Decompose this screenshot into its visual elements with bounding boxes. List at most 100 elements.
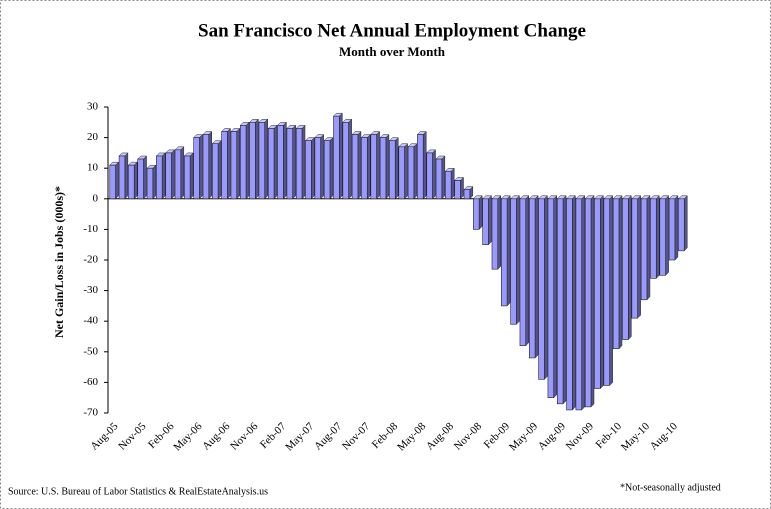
- bar: [547, 198, 555, 398]
- bar: [603, 198, 610, 386]
- bar-side: [311, 137, 315, 200]
- bar-side: [450, 167, 455, 200]
- bar-side: [376, 130, 380, 200]
- bar: [212, 143, 219, 200]
- bar-side: [171, 149, 175, 200]
- bar-side: [143, 155, 147, 200]
- bar-side: [264, 118, 268, 200]
- bar: [482, 198, 489, 246]
- y-tick-label: 30: [87, 101, 99, 113]
- bar: [417, 134, 424, 200]
- bar: [650, 198, 657, 279]
- bar: [351, 134, 359, 200]
- y-tick-label: -20: [83, 254, 98, 266]
- bar-side: [656, 195, 660, 279]
- bar: [165, 152, 172, 200]
- bar-side: [124, 152, 129, 200]
- bar-side: [422, 130, 427, 200]
- bar: [342, 122, 349, 200]
- y-tick-label: -50: [83, 345, 98, 357]
- bar-side: [339, 112, 343, 200]
- bar-side: [133, 161, 138, 200]
- bar-side: [516, 195, 520, 325]
- bar: [463, 189, 471, 200]
- bar-side: [562, 195, 567, 405]
- bar: [612, 198, 620, 350]
- bar: [277, 125, 284, 200]
- bar: [678, 198, 685, 252]
- bar-side: [301, 124, 306, 200]
- bar-side: [273, 124, 278, 200]
- bar-side: [357, 130, 362, 200]
- bar-side: [590, 195, 595, 408]
- bar: [286, 128, 293, 200]
- bar: [118, 155, 126, 200]
- bar-side: [553, 195, 557, 399]
- bar: [128, 164, 135, 200]
- bar-side: [609, 195, 613, 387]
- bar-side: [236, 127, 240, 200]
- source: Source: U.S. Bureau of Labor Statistics …: [8, 486, 268, 497]
- bar: [622, 198, 629, 340]
- bar: [184, 155, 191, 200]
- bar: [109, 164, 116, 200]
- bar: [305, 140, 312, 200]
- bar-side: [115, 161, 119, 200]
- y-tick-label: -70: [83, 407, 98, 419]
- bar-side: [460, 176, 464, 200]
- bar-side: [441, 155, 446, 200]
- bar: [640, 198, 648, 301]
- y-tick-label: -60: [83, 376, 98, 388]
- bar: [221, 131, 228, 200]
- bar: [146, 167, 154, 200]
- bar: [491, 198, 499, 270]
- bar: [426, 152, 433, 200]
- bar-side: [665, 195, 669, 276]
- bar-side: [217, 140, 222, 200]
- bar: [631, 198, 638, 319]
- bar: [473, 198, 480, 230]
- bar-side: [348, 118, 352, 200]
- bar-side: [180, 146, 185, 200]
- bar: [407, 146, 415, 200]
- bar: [333, 115, 340, 200]
- bar: [594, 198, 601, 389]
- bar: [584, 198, 592, 408]
- bar-side: [581, 195, 585, 411]
- bar-side: [367, 133, 371, 200]
- bar: [258, 122, 266, 200]
- bar-side: [152, 164, 157, 200]
- bar-side: [161, 152, 166, 200]
- bar: [445, 170, 452, 200]
- bar-side: [544, 195, 548, 380]
- bar-side: [525, 195, 529, 347]
- bar-side: [283, 121, 287, 200]
- bar-side: [385, 133, 390, 200]
- bar-side: [227, 127, 231, 200]
- bar: [174, 149, 182, 200]
- bar: [538, 198, 545, 380]
- bar: [323, 140, 331, 200]
- bar-side: [497, 195, 502, 270]
- bar: [156, 155, 163, 200]
- bar: [267, 128, 275, 200]
- bar: [575, 198, 582, 411]
- bar-side: [413, 143, 418, 200]
- bar-side: [572, 195, 576, 411]
- bar-side: [478, 195, 483, 231]
- bar-side: [506, 195, 511, 307]
- bar: [566, 198, 573, 411]
- y-tick-label: -10: [83, 223, 98, 235]
- bar: [249, 122, 256, 200]
- bar: [668, 198, 676, 261]
- bar: [193, 137, 200, 200]
- bar: [230, 131, 238, 200]
- bar-side: [245, 121, 250, 200]
- bar-side: [320, 133, 324, 200]
- y-tick-label: 10: [87, 162, 99, 174]
- y-tick-label: -30: [83, 284, 98, 296]
- y-axis-label: Net Gain/Loss in Jobs (000s)*: [52, 186, 66, 338]
- bar: [137, 158, 144, 200]
- bar: [379, 137, 387, 200]
